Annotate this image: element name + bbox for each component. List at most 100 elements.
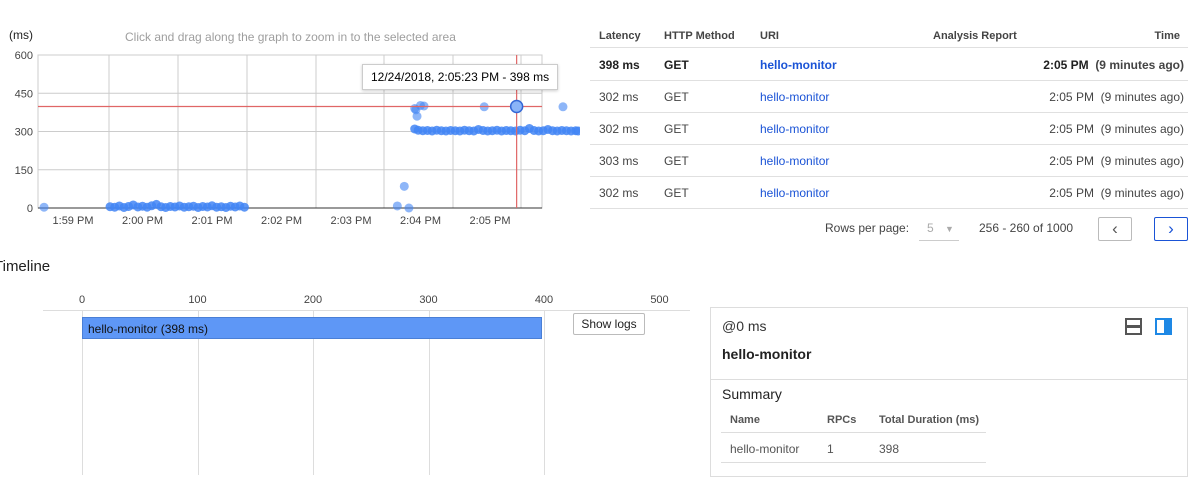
y-tick-label: 0 bbox=[27, 203, 33, 215]
latency: 302 ms bbox=[599, 122, 639, 136]
span-detail-panel: @0 ms hello-monitor Summary Name RPCs To… bbox=[710, 307, 1188, 477]
time-ago: (9 minutes ago) bbox=[1100, 186, 1184, 200]
uri-link[interactable]: hello-monitor bbox=[760, 154, 830, 168]
span-name: hello-monitor bbox=[722, 346, 812, 362]
rows-per-page-value: 5 bbox=[927, 221, 934, 235]
data-point bbox=[404, 203, 414, 213]
time-value: 2:05 PM bbox=[1049, 154, 1094, 168]
x-tick-label: 2:03 PM bbox=[331, 215, 372, 227]
timeline-tick-label: 0 bbox=[78, 294, 86, 306]
col-latency[interactable]: Latency bbox=[599, 30, 641, 42]
table-row[interactable]: 302 ms GET hello-monitor 2:05 PM (9 minu… bbox=[590, 177, 1188, 209]
summary-name: hello-monitor bbox=[730, 442, 800, 456]
table-row[interactable]: 398 ms GET hello-monitor 2:05 PM (9 minu… bbox=[590, 49, 1188, 81]
vertical-layout-icon[interactable] bbox=[1155, 318, 1172, 335]
x-tick-label: 2:04 PM bbox=[400, 215, 441, 227]
summary-col-name: Name bbox=[730, 414, 760, 426]
data-point bbox=[392, 201, 402, 211]
timeline-tick-label: 500 bbox=[650, 294, 669, 306]
timeline-gridline bbox=[544, 310, 545, 475]
summary-title: Summary bbox=[722, 386, 782, 402]
uri-link[interactable]: hello-monitor bbox=[760, 58, 837, 72]
page-range: 256 - 260 of 1000 bbox=[979, 221, 1074, 235]
method: GET bbox=[664, 154, 689, 168]
summary-rpcs: 1 bbox=[827, 442, 834, 456]
timeline-tick-label: 400 bbox=[534, 294, 554, 306]
y-tick-label: 450 bbox=[15, 88, 33, 100]
span-offset: @0 ms bbox=[722, 318, 767, 334]
method: GET bbox=[664, 90, 689, 104]
time-value: 2:05 PM bbox=[1049, 122, 1094, 136]
show-logs-button[interactable]: Show logs bbox=[573, 313, 645, 335]
rows-per-page-label: Rows per page: bbox=[825, 221, 910, 235]
timeline-gridline bbox=[82, 310, 83, 475]
traces-table-header: Latency HTTP Method URI Analysis Report … bbox=[590, 20, 1188, 48]
timeline-span-bar[interactable]: hello-monitor (398 ms) bbox=[82, 317, 542, 339]
highlighted-point bbox=[509, 99, 524, 114]
timeline-gridline bbox=[428, 310, 430, 475]
summary-col-duration: Total Duration (ms) bbox=[879, 414, 980, 426]
time: 2:05 PM (9 minutes ago) bbox=[1049, 186, 1184, 200]
summary-col-rpcs: RPCs bbox=[827, 414, 857, 426]
data-point bbox=[573, 126, 580, 136]
time: 2:05 PM (9 minutes ago) bbox=[1049, 154, 1184, 168]
rows-per-page-select[interactable]: 5 ▼ bbox=[919, 217, 959, 241]
data-point bbox=[399, 181, 409, 191]
time-ago: (9 minutes ago) bbox=[1095, 58, 1184, 72]
x-tick-label: 2:05 PM bbox=[470, 215, 511, 227]
time-value: 2:05 PM bbox=[1043, 58, 1089, 72]
time-ago: (9 minutes ago) bbox=[1100, 122, 1184, 136]
timeline-tick-label: 300 bbox=[419, 294, 438, 306]
summary-duration: 398 bbox=[879, 442, 900, 456]
timeline-top-border bbox=[43, 310, 690, 311]
divider bbox=[711, 379, 1187, 380]
y-tick-label: 600 bbox=[15, 50, 33, 62]
horizontal-layout-icon[interactable] bbox=[1125, 318, 1142, 335]
data-point bbox=[412, 111, 422, 121]
col-analysis[interactable]: Analysis Report bbox=[933, 30, 1017, 42]
uri-link[interactable]: hello-monitor bbox=[760, 122, 830, 136]
timeline-gridline bbox=[197, 310, 199, 475]
latency: 303 ms bbox=[599, 154, 639, 168]
latency: 302 ms bbox=[599, 186, 639, 200]
table-row[interactable]: 302 ms GET hello-monitor 2:05 PM (9 minu… bbox=[590, 81, 1188, 113]
chart-tooltip: 12/24/2018, 2:05:23 PM - 398 ms bbox=[362, 64, 559, 90]
timeline-chart: 0 100 200 300 400 500 hello-monitor (398 ms) bbox=[0, 290, 700, 475]
method: GET bbox=[664, 186, 689, 200]
timeline-gridline bbox=[313, 310, 314, 475]
summary-row: hello-monitor 1 398 bbox=[721, 433, 986, 463]
y-tick-label: 150 bbox=[15, 165, 33, 177]
uri-link[interactable]: hello-monitor bbox=[760, 90, 830, 104]
dropdown-arrow-icon: ▼ bbox=[945, 224, 954, 234]
x-tick-label: 2:02 PM bbox=[261, 215, 302, 227]
time-ago: (9 minutes ago) bbox=[1100, 154, 1184, 168]
time: 2:05 PM (9 minutes ago) bbox=[1049, 90, 1184, 104]
next-page-button[interactable]: › bbox=[1154, 217, 1188, 241]
method: GET bbox=[664, 122, 689, 136]
data-point bbox=[558, 102, 568, 112]
latency: 302 ms bbox=[599, 90, 639, 104]
col-uri[interactable]: URI bbox=[760, 30, 779, 42]
time-value: 2:05 PM bbox=[1049, 186, 1094, 200]
timeline-title: Timeline bbox=[0, 258, 51, 275]
time: 2:05 PM (9 minutes ago) bbox=[1043, 58, 1184, 72]
col-time[interactable]: Time bbox=[1154, 30, 1180, 42]
x-tick-label: 2:01 PM bbox=[192, 215, 233, 227]
data-point bbox=[239, 202, 249, 212]
y-unit-label: (ms) bbox=[9, 28, 33, 42]
x-tick-label: 2:00 PM bbox=[122, 215, 163, 227]
time-value: 2:05 PM bbox=[1049, 90, 1094, 104]
chart-hint: Click and drag along the graph to zoom i… bbox=[125, 30, 456, 44]
data-point bbox=[39, 202, 49, 212]
uri-link[interactable]: hello-monitor bbox=[760, 186, 830, 200]
y-tick-label: 300 bbox=[15, 127, 33, 139]
table-row[interactable]: 302 ms GET hello-monitor 2:05 PM (9 minu… bbox=[590, 113, 1188, 145]
latency: 398 ms bbox=[599, 58, 640, 72]
table-row[interactable]: 303 ms GET hello-monitor 2:05 PM (9 minu… bbox=[590, 145, 1188, 177]
timeline-tick-label: 100 bbox=[188, 294, 207, 306]
prev-page-button[interactable]: ‹ bbox=[1098, 217, 1132, 241]
col-method[interactable]: HTTP Method bbox=[664, 30, 735, 42]
timeline-tick-label: 200 bbox=[303, 294, 323, 306]
time-ago: (9 minutes ago) bbox=[1100, 90, 1184, 104]
time: 2:05 PM (9 minutes ago) bbox=[1049, 122, 1184, 136]
